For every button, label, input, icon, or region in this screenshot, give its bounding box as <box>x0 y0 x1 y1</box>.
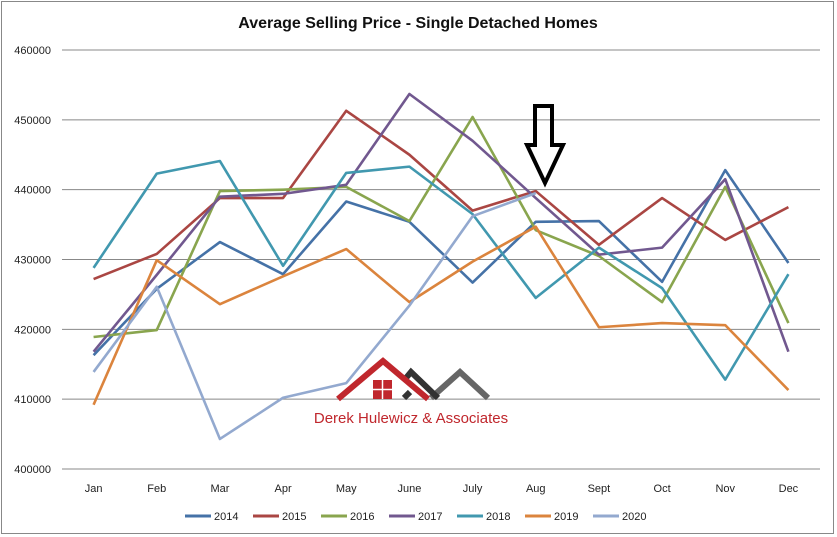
y-tick-label: 460000 <box>14 45 51 57</box>
y-tick-label: 400000 <box>14 464 51 476</box>
legend-label: 2017 <box>418 511 442 523</box>
y-tick-label: 430000 <box>14 255 51 267</box>
series-line-2015 <box>93 109 790 281</box>
series-line-2018 <box>92 159 790 381</box>
legend-item-2018: 2018 <box>457 511 510 523</box>
legend-label: 2016 <box>350 511 374 523</box>
legend-label: 2014 <box>214 511 238 523</box>
series-line-2019 <box>92 225 790 406</box>
x-tick-label: May <box>336 483 357 495</box>
y-tick-label: 420000 <box>14 324 51 336</box>
legend-item-2015: 2015 <box>253 511 306 523</box>
x-tick-label: June <box>397 483 421 495</box>
company-logo: Derek Hulewicz & Associates <box>314 357 508 427</box>
x-tick-label: Nov <box>715 483 735 495</box>
x-tick-label: Dec <box>779 483 799 495</box>
legend-label: 2015 <box>282 511 306 523</box>
x-tick-label: July <box>463 483 483 495</box>
x-tick-label: Jan <box>85 483 103 495</box>
logo-text: Derek Hulewicz & Associates <box>314 410 508 427</box>
down-arrow-annotation <box>523 104 567 188</box>
legend-item-2016: 2016 <box>321 511 374 523</box>
x-tick-label: Aug <box>526 483 546 495</box>
legend-item-2020: 2020 <box>593 511 646 523</box>
series-line-2017 <box>92 92 790 353</box>
chart-title: Average Selling Price - Single Detached … <box>238 15 598 32</box>
legend-item-2014: 2014 <box>185 511 238 523</box>
series-line-2014 <box>92 168 790 357</box>
legend-label: 2018 <box>486 511 510 523</box>
legend-item-2019: 2019 <box>525 511 578 523</box>
y-tick-label: 410000 <box>14 394 51 406</box>
x-tick-label: Apr <box>275 483 292 495</box>
series-line-2016 <box>93 115 790 339</box>
y-tick-label: 440000 <box>14 185 51 197</box>
series-line-2020 <box>92 191 537 441</box>
legend-item-2017: 2017 <box>389 511 442 523</box>
legend-label: 2020 <box>622 511 646 523</box>
x-tick-label: Mar <box>210 483 229 495</box>
y-tick-label: 450000 <box>14 115 51 127</box>
x-tick-label: Oct <box>654 483 671 495</box>
x-tick-label: Sept <box>588 483 611 495</box>
legend-label: 2019 <box>554 511 578 523</box>
x-tick-label: Feb <box>147 483 166 495</box>
